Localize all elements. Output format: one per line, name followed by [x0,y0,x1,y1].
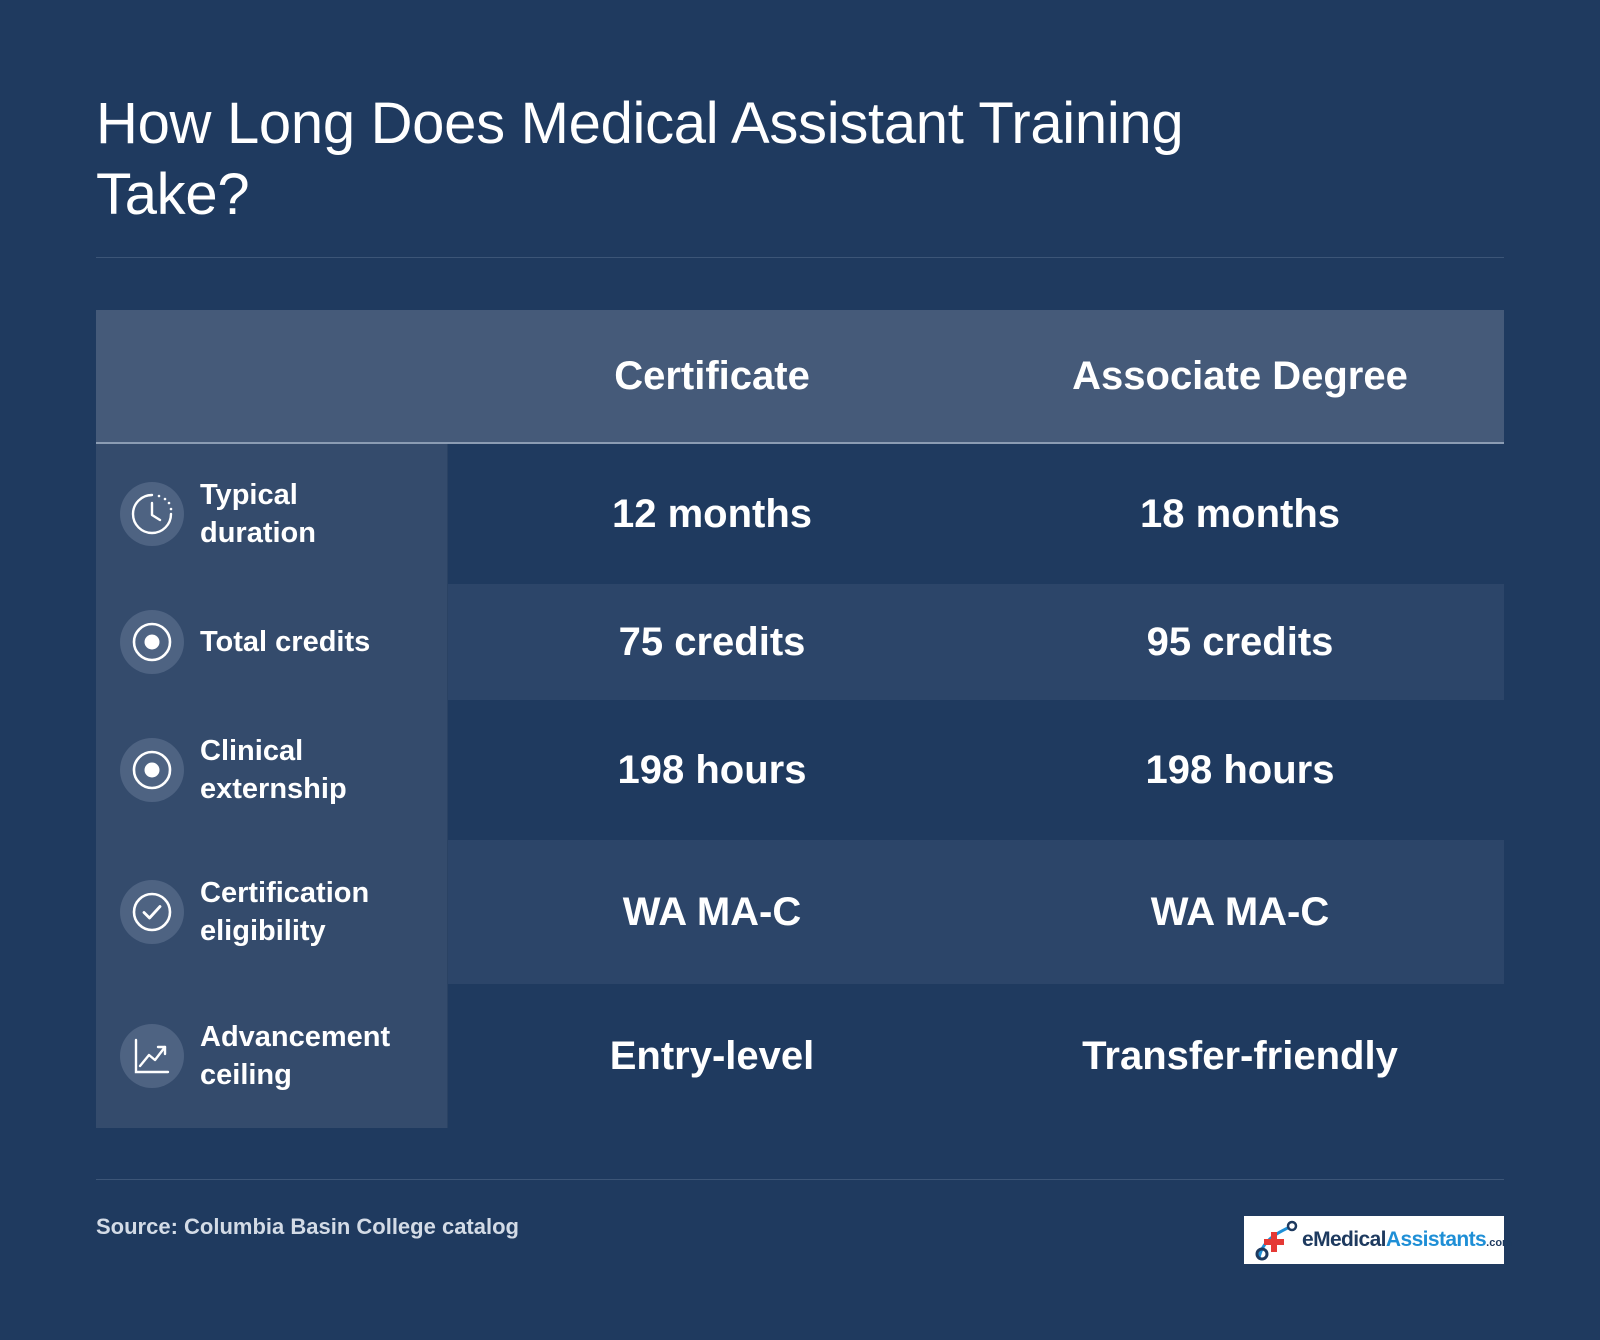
row-label-cell: Advancement ceiling [96,984,448,1128]
row-label-cell: Total credits [96,584,448,700]
table-row: Advancement ceiling Entry-level Transfer… [96,984,1504,1128]
row-label: Typical duration [200,479,316,549]
divider-top [96,257,1504,258]
target-icon [120,738,184,802]
table-row: Total credits 75 credits 95 credits [96,584,1504,700]
row-label-cell: Typical duration [96,444,448,584]
row-label: Certification eligibility [200,877,370,947]
cell-certificate: 12 months [448,444,976,584]
comparison-table: Certificate Associate Degree Typical dur… [96,310,1504,1128]
site-logo[interactable]: eMedicalAssistants.com [1244,1216,1512,1264]
table-row: Typical duration 12 months 18 months [96,444,1504,584]
trend-chart-icon [120,1024,184,1088]
page-title: How Long Does Medical Assistant Training… [96,91,1184,227]
check-circle-icon [120,880,184,944]
table-header: Certificate Associate Degree [96,310,1504,444]
table-row: Certification eligibility WA MA-C WA MA-… [96,840,1504,984]
logo-text-emedical: eMedical [1302,1228,1387,1251]
column-header-associate-degree: Associate Degree [1072,353,1408,398]
target-icon [120,610,184,674]
row-label: Advancement ceiling [200,1021,391,1091]
divider-bottom [96,1179,1504,1180]
cell-associate: WA MA-C [976,840,1504,984]
cell-associate: 18 months [976,444,1504,584]
row-label: Clinical externship [200,735,347,805]
header-corner [96,310,448,442]
cell-certificate: 75 credits [448,584,976,700]
source-note: Source: Columbia Basin College catalog [96,1214,519,1239]
logo-text-assistants: Assistants [1385,1228,1487,1251]
column-header-certificate: Certificate [614,353,810,398]
cell-associate: 95 credits [976,584,1504,700]
cell-certificate: 198 hours [448,700,976,840]
logo-text-com: .com [1486,1237,1512,1249]
row-label: Total credits [200,626,371,658]
logo-text: eMedicalAssistants.com [1302,1228,1512,1252]
clock-icon [120,482,184,546]
cell-associate: Transfer-friendly [976,984,1504,1128]
cell-associate: 198 hours [976,700,1504,840]
cell-certificate: Entry-level [448,984,976,1128]
logo-mark-icon [1255,1220,1298,1261]
row-label-cell: Certification eligibility [96,840,448,984]
table-row: Clinical externship 198 hours 198 hours [96,700,1504,840]
cell-certificate: WA MA-C [448,840,976,984]
row-label-cell: Clinical externship [96,700,448,840]
